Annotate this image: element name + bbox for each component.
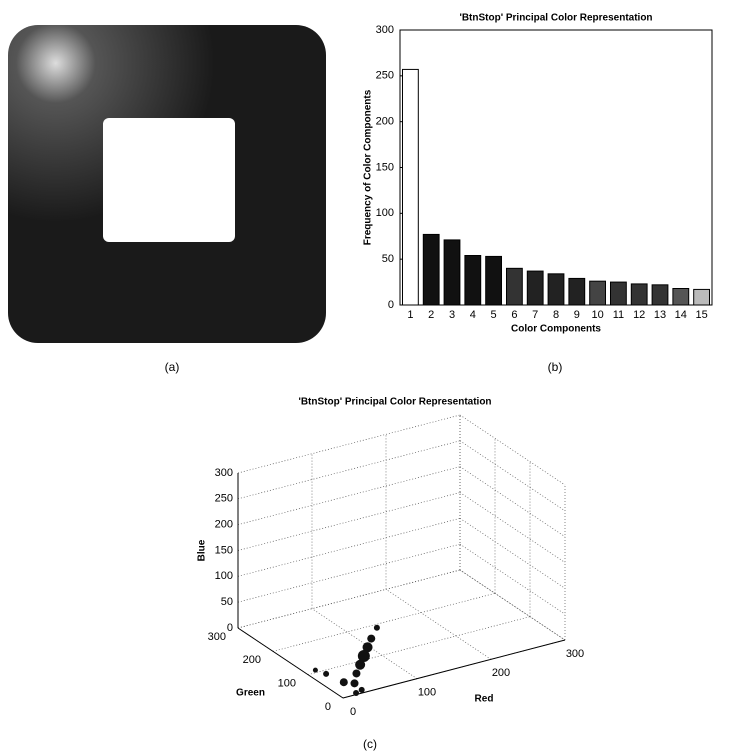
caption: (a): [165, 360, 180, 374]
bar: [485, 255, 503, 306]
x-tick-label: 8: [553, 309, 559, 321]
point: [352, 669, 361, 678]
y-axis-label: Green: [236, 688, 265, 699]
chart-title: 'BtnStop' Principal Color Representation: [459, 13, 652, 24]
x-tick-label: 5: [491, 309, 497, 321]
grid-line: [237, 414, 461, 474]
bar: [401, 68, 419, 306]
y-tick-label: 0: [388, 299, 394, 311]
bar: [672, 288, 690, 306]
grid-line: [237, 569, 461, 629]
x-tick-label: 12: [633, 309, 645, 321]
grid-line: [459, 543, 566, 615]
x-tick-label: 10: [591, 309, 603, 321]
x-tick-label: 14: [675, 309, 687, 321]
z-tick-label: 200: [215, 519, 233, 531]
point: [358, 686, 365, 693]
grid-line: [459, 569, 566, 641]
grid-line: [459, 440, 566, 512]
x-tick-label: 200: [492, 667, 510, 679]
caption: (b): [548, 360, 563, 374]
y-tick-label: 200: [376, 116, 394, 128]
z-tick-label: 250: [215, 493, 233, 505]
x-tick-label: 6: [511, 309, 517, 321]
y-tick-label: 50: [382, 253, 394, 265]
point: [312, 667, 318, 673]
y-axis: [237, 627, 344, 699]
x-tick-label: 7: [532, 309, 538, 321]
point: [362, 642, 373, 653]
bar: [630, 283, 648, 306]
x-tick-label: 100: [418, 687, 436, 699]
grid-line: [459, 492, 566, 563]
point: [323, 670, 330, 677]
point: [373, 624, 380, 631]
grid-line: [459, 466, 566, 537]
button-square: [103, 118, 235, 242]
grid-line: [385, 589, 492, 660]
x-tick-label: 2: [428, 309, 434, 321]
z-axis-label: Blue: [197, 539, 208, 561]
x-tick-label: 13: [654, 309, 666, 321]
y-tick-label: 0: [325, 701, 331, 713]
grid-line: [237, 440, 461, 500]
grid-line: [307, 616, 531, 676]
x-tick-label: 4: [470, 309, 476, 321]
z-tick-label: 300: [215, 467, 233, 479]
z-tick-label: 100: [215, 570, 233, 582]
grid-line: [272, 592, 496, 652]
bar: [693, 288, 711, 306]
x-tick-label: 15: [695, 309, 707, 321]
bar: [609, 281, 627, 306]
bar: [505, 267, 523, 306]
y-tick-label: 250: [376, 70, 394, 82]
y-tick-label: 100: [376, 207, 394, 219]
z-tick-label: 0: [227, 622, 233, 634]
bar: [589, 280, 607, 306]
plot-frame: [399, 29, 713, 306]
z-tick-label: 150: [215, 544, 233, 556]
grid-line: [237, 543, 461, 603]
y-tick-label: 150: [376, 161, 394, 173]
z-tick-label: 50: [221, 596, 233, 608]
y-tick-label: 100: [278, 678, 296, 690]
point: [357, 650, 370, 663]
y-tick-label: 300: [208, 631, 226, 643]
button-image: [8, 25, 326, 343]
bar: [464, 255, 482, 306]
x-axis-label: Red: [475, 694, 494, 705]
bar: [547, 273, 565, 306]
point: [350, 679, 359, 688]
x-axis-label: Color Components: [511, 324, 601, 335]
caption: (c): [363, 737, 377, 751]
point: [355, 659, 366, 670]
point: [353, 689, 360, 696]
x-tick-label: 0: [350, 706, 356, 718]
x-tick-label: 3: [449, 309, 455, 321]
chart-title: 'BtnStop' Principal Color Representation: [298, 397, 491, 408]
y-tick-label: 300: [376, 24, 394, 36]
grid-line: [237, 466, 461, 526]
bar: [422, 233, 440, 306]
point: [339, 678, 348, 687]
x-tick-label: 9: [574, 309, 580, 321]
grid-line: [237, 517, 461, 577]
x-axis: [342, 639, 566, 699]
x-tick-label: 11: [613, 309, 624, 321]
y-tick-label: 200: [243, 654, 261, 666]
bar: [526, 270, 544, 306]
bar: [443, 239, 461, 306]
y-axis-label: Frequency of Color Components: [363, 89, 374, 245]
point: [367, 634, 376, 643]
x-tick-label: 300: [566, 648, 584, 660]
bar: [651, 284, 669, 306]
grid-line: [459, 518, 566, 589]
grid-line: [459, 414, 566, 486]
bar: [568, 277, 586, 306]
x-tick-label: 1: [407, 309, 413, 321]
grid-line: [237, 492, 461, 551]
